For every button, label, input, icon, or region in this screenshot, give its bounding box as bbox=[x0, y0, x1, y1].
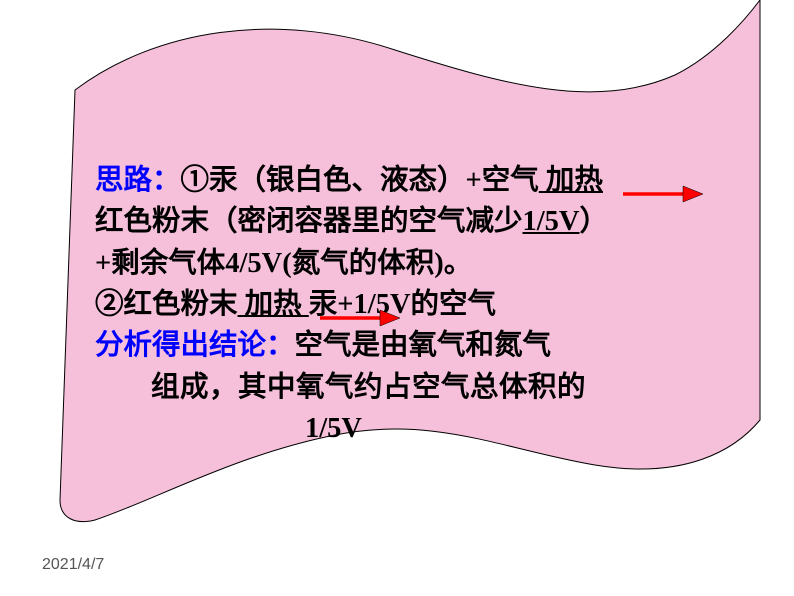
text-plus1: + bbox=[466, 165, 482, 196]
text-line6: 组成，其中氧气约占空气总体积的 bbox=[151, 372, 586, 403]
text-heat1: 加热 bbox=[539, 165, 603, 196]
slide-text-content: 思路：①汞（银白色、液态）+空气 加热 红色粉末（密闭容器里的空气减少1/5V）… bbox=[95, 160, 705, 449]
text-line5-p1: 空气是由氧气和氮气 bbox=[295, 330, 552, 361]
text-line3-b2: ) bbox=[434, 248, 444, 279]
text-line2-p1: 红色粉末（密闭容器里的空气减少 bbox=[95, 206, 523, 237]
text-line4-p2: 汞 bbox=[309, 289, 338, 320]
label-conclusion: 分析得出结论： bbox=[95, 330, 295, 361]
text-plus2: + bbox=[95, 248, 111, 279]
text-line3-p2: 氮气的体积 bbox=[292, 248, 435, 279]
text-line4-p1: ②红色粉末 bbox=[95, 289, 238, 320]
text-line2-p2: ） bbox=[580, 206, 609, 237]
label-silu: 思路： bbox=[95, 165, 181, 196]
text-line3-end: 。 bbox=[444, 248, 473, 279]
text-line1-p2: 空气 bbox=[482, 165, 539, 196]
text-line3-b1: 4/5V( bbox=[225, 248, 292, 279]
text-line3-p1: 剩余气体 bbox=[111, 248, 225, 279]
footer-date: 2021/4/7 bbox=[42, 556, 104, 574]
text-line4-p3: 的空气 bbox=[411, 289, 497, 320]
text-line4-plus: +1/5V bbox=[337, 289, 410, 320]
text-line7: 1/5V bbox=[305, 413, 362, 444]
text-line1-p1: ①汞（银白色、液态） bbox=[181, 165, 466, 196]
text-frac1: 1/5V bbox=[523, 206, 580, 237]
text-heat2: 加热 bbox=[238, 289, 309, 320]
